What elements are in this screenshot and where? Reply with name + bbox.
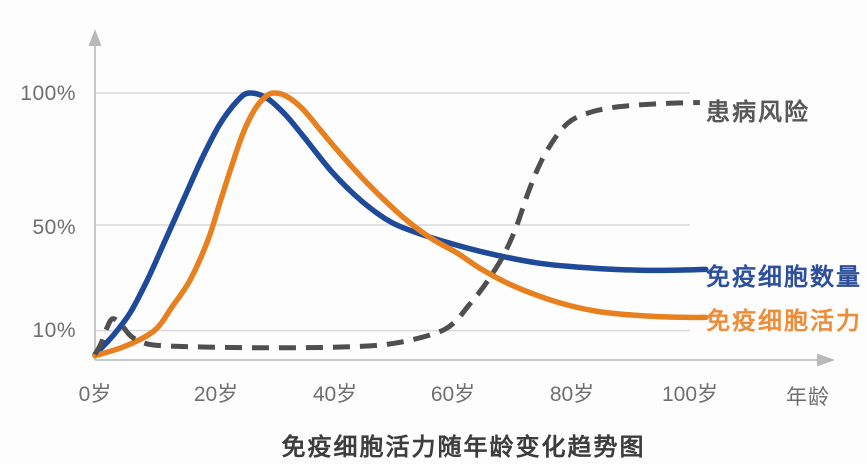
data-curves xyxy=(92,90,709,359)
y-axis-arrow-icon xyxy=(88,29,102,46)
x-axis-unit-label: 年龄 xyxy=(786,386,830,409)
curve-免疫细胞数量 xyxy=(92,90,709,358)
x-tick-40: 40岁 xyxy=(312,383,358,406)
x-tick-20: 20岁 xyxy=(193,383,239,406)
x-tick-80: 80岁 xyxy=(549,383,595,406)
y-tick-10: 10% xyxy=(32,319,76,342)
risk-series-label: 患病风险 xyxy=(706,99,810,126)
x-tick-60: 60岁 xyxy=(430,383,476,406)
activity-series-label: 免疫细胞活力 xyxy=(706,308,862,335)
x-tick-0: 0岁 xyxy=(78,383,112,406)
x-tick-100: 100岁 xyxy=(661,383,719,406)
count-series-label: 免疫细胞数量 xyxy=(706,264,862,291)
chart-title: 免疫细胞活力随年龄变化趋势图 xyxy=(281,434,646,461)
gridlines xyxy=(95,92,690,332)
y-tick-50: 50% xyxy=(32,216,76,239)
y-tick-100: 100% xyxy=(20,82,76,105)
curve-免疫细胞活力 xyxy=(92,90,709,359)
x-axis-arrow-icon xyxy=(817,353,835,367)
curve-患病风险 xyxy=(92,100,700,356)
